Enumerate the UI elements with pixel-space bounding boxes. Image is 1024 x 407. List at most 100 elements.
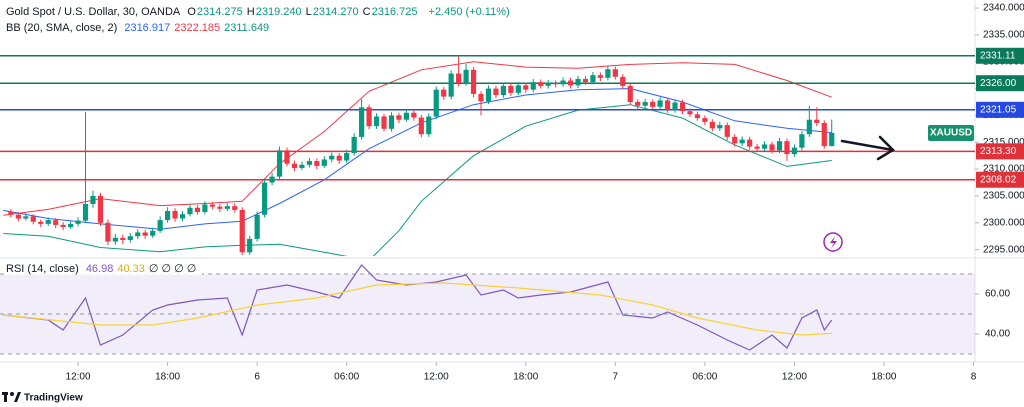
price-pane	[0, 55, 975, 256]
rsi-line	[3, 282, 832, 336]
symbol-legend: Gold Spot / U.S. Dollar, 30, OANDA O2314…	[4, 6, 516, 18]
y-tick-label: 2295.000	[983, 244, 1024, 255]
candle-body	[538, 82, 544, 86]
y-tick-label: 2310.000	[983, 164, 1024, 175]
level-label-box	[976, 75, 1024, 92]
candle-body	[426, 116, 432, 135]
candle-body	[485, 88, 492, 102]
y-tick-label: 2340.000	[983, 3, 1024, 14]
candle-body	[8, 212, 14, 215]
x-tick-label: 06:00	[692, 372, 717, 383]
annotation-arrow	[840, 135, 896, 161]
candle-body	[336, 155, 342, 161]
candle-body	[739, 139, 745, 144]
bollinger-band	[3, 61, 832, 216]
candle-body	[784, 141, 790, 155]
candle-body	[821, 122, 827, 147]
candle-body	[463, 69, 469, 84]
candle-body	[209, 204, 215, 207]
y-tick-label: 40.00	[985, 329, 1010, 340]
candle-body	[814, 119, 820, 123]
rsi-line	[3, 264, 833, 351]
y-tick-label: 2300.000	[983, 217, 1024, 228]
events-icon-bolt	[830, 236, 837, 249]
candle-body	[605, 69, 611, 78]
candle-body	[493, 88, 499, 96]
candle-body	[150, 230, 156, 236]
candle-body	[299, 164, 305, 169]
x-tick-label: 7	[613, 372, 619, 383]
rsi-pane	[0, 264, 975, 355]
candle-body	[791, 147, 798, 155]
candle-body	[396, 115, 402, 120]
indicator-value: 2316.917	[124, 22, 171, 34]
candle-body	[530, 82, 536, 90]
y-tick-label: 2335.000	[983, 30, 1024, 41]
candle-body	[567, 80, 574, 86]
ohlc-value: 2319.240	[255, 6, 302, 18]
brand-name: TradingView	[24, 393, 83, 404]
price-tag-label: XAUUSD	[930, 128, 972, 139]
level-label-box	[976, 143, 1024, 160]
bollinger-band	[3, 88, 832, 230]
indicator-value: 2311.649	[224, 22, 270, 34]
candle-body	[60, 224, 66, 228]
candle-body	[179, 214, 186, 219]
candle-body	[590, 75, 596, 83]
candle-body	[67, 223, 74, 228]
candle-body	[456, 73, 462, 84]
candle-body	[694, 114, 701, 119]
candle-body	[582, 78, 589, 83]
events-icon[interactable]	[823, 232, 843, 252]
candle-body	[15, 214, 21, 219]
y-tick-label: 60.00	[985, 289, 1010, 300]
candle-body	[635, 102, 641, 106]
rsi-name: RSI (14, close)	[6, 263, 79, 275]
ohlc-values: O2314.275 H2319.240 L2314.270 C2316.725	[187, 6, 421, 18]
candle-body	[90, 195, 96, 204]
ohlc-key: H	[246, 6, 255, 18]
candle-body	[23, 216, 29, 219]
candle-body	[284, 150, 290, 164]
level-label: 2313.30	[980, 146, 1017, 157]
candle-body	[515, 85, 521, 93]
candle-body	[321, 159, 327, 166]
candle-body	[799, 134, 805, 148]
x-tick-label: 8	[971, 372, 977, 383]
candle-body	[224, 206, 230, 209]
candle-body	[172, 210, 178, 219]
level-label-box	[976, 171, 1024, 188]
candle-body	[657, 100, 663, 107]
candle-body	[403, 112, 409, 120]
candle-body	[120, 237, 126, 240]
candle-body	[448, 73, 454, 97]
level-label: 2326.00	[980, 78, 1017, 89]
candle-body	[344, 153, 350, 161]
candle-body	[53, 220, 59, 225]
x-tick-label: 12:00	[424, 372, 449, 383]
candle-body	[157, 220, 163, 231]
rsi-legend: RSI (14, close) 46.98 40.33 ∅ ∅ ∅ ∅	[4, 262, 203, 275]
y-tick-label: 2305.000	[983, 191, 1024, 202]
x-tick-label: 18:00	[513, 372, 538, 383]
rsi-value: ∅ ∅ ∅ ∅	[148, 263, 197, 275]
candle-body	[664, 100, 671, 111]
candle-body	[306, 161, 312, 165]
candle-body	[829, 133, 835, 147]
candle-body	[291, 163, 298, 169]
ohlc-value: 2314.275	[196, 6, 243, 18]
candle-body	[732, 136, 738, 144]
candle-body	[373, 116, 380, 127]
level-label: 2308.02	[980, 174, 1017, 185]
indicator-value: 2322.185	[174, 22, 221, 34]
candle-body	[702, 118, 708, 122]
ohlc-key: C	[362, 6, 371, 18]
candle-body	[388, 115, 395, 129]
axes: 2295.000 2300.000 2305.000 2310.000 2315.000…	[66, 3, 1024, 383]
candle-body	[620, 76, 626, 86]
candle-body	[508, 85, 514, 93]
candle-body	[650, 102, 656, 107]
x-tick-label: 12:00	[782, 372, 807, 383]
